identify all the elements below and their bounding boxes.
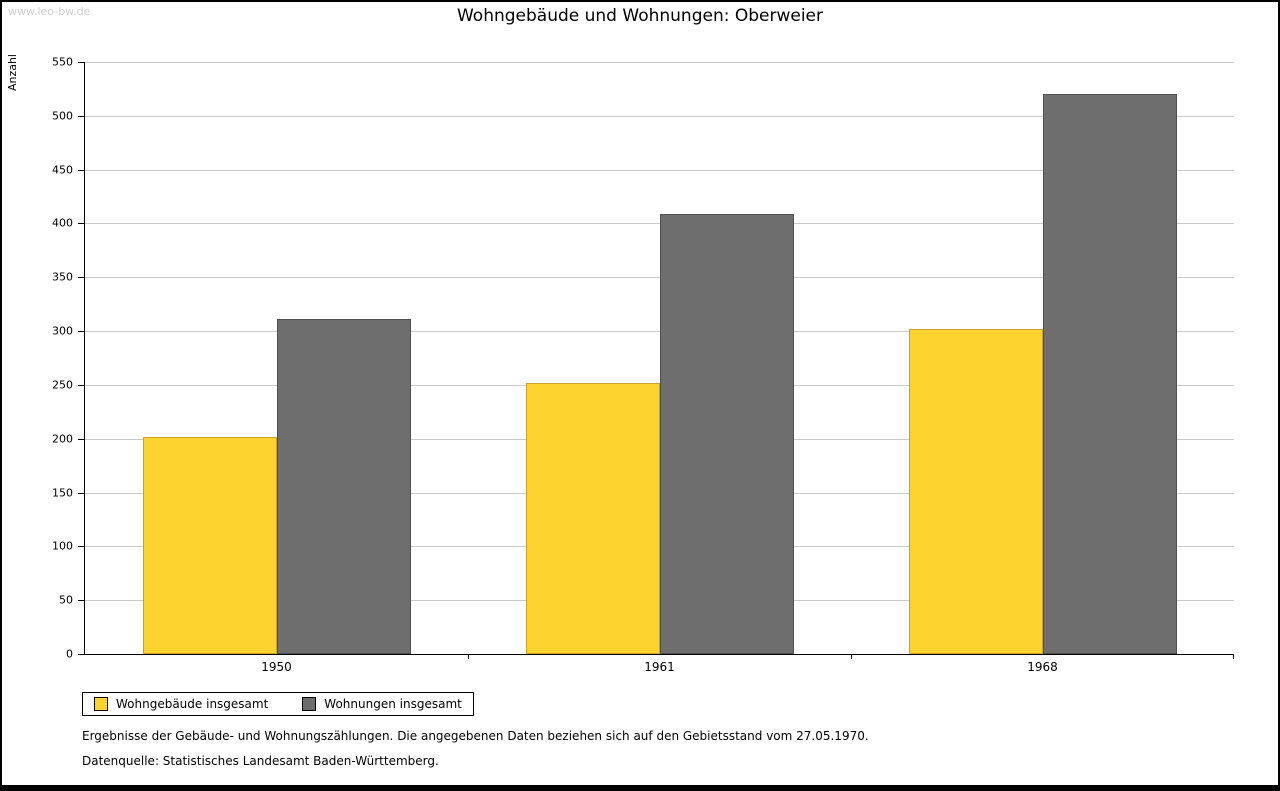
- y-tick-mark-300: [78, 331, 84, 333]
- y-tick-label-350: 350: [52, 270, 73, 284]
- legend-swatch-wohngeb-ude-insgesamt: [94, 697, 108, 711]
- y-tick-mark-500: [78, 115, 84, 117]
- legend-item-wohngeb-ude-insgesamt: Wohngebäude insgesamt: [94, 697, 268, 711]
- y-tick-label-300: 300: [52, 324, 73, 338]
- y-tick-mark-200: [78, 438, 84, 440]
- legend-label-wohnungen-insgesamt: Wohnungen insgesamt: [324, 697, 462, 711]
- y-tick-label-500: 500: [52, 109, 73, 123]
- bar-wohngeb-ude-insgesamt-1950: [142, 436, 277, 654]
- x-tick-label-1950: 1950: [261, 660, 292, 674]
- y-tick-mark-400: [78, 223, 84, 225]
- bar-wohngeb-ude-insgesamt-1968: [908, 328, 1043, 654]
- legend-label-wohngeb-ude-insgesamt: Wohngebäude insgesamt: [116, 697, 269, 711]
- gridline-500: [85, 115, 1234, 117]
- footer-note: Ergebnisse der Gebäude- und Wohnungszähl…: [82, 729, 869, 743]
- x-tick-label-1968: 1968: [1027, 660, 1058, 674]
- watermark-text: www.leo-bw.de: [8, 5, 91, 18]
- legend: Wohngebäude insgesamt Wohnungen insgesamt: [82, 692, 474, 716]
- y-tick-mark-250: [78, 384, 84, 386]
- y-tick-label-150: 150: [52, 486, 73, 500]
- x-tick-mark-2: [851, 655, 852, 659]
- y-axis: 0 50 100 150 200 250 300 350 400 450 500 550: [2, 56, 84, 661]
- x-tick-mark-1: [468, 655, 469, 659]
- y-tick-mark-350: [78, 277, 84, 279]
- y-tick-mark-450: [78, 169, 84, 171]
- y-tick-label-450: 450: [52, 163, 73, 177]
- gridline-550: [85, 62, 1234, 63]
- y-tick-label-0: 0: [66, 647, 73, 661]
- x-tick-mark-3: [1233, 655, 1234, 659]
- y-tick-label-200: 200: [52, 432, 73, 446]
- gridline-450: [85, 169, 1234, 171]
- y-tick-mark-0: [78, 654, 84, 655]
- y-tick-mark-550: [78, 62, 84, 63]
- plot-area: [84, 62, 1234, 655]
- y-tick-mark-150: [78, 492, 84, 494]
- y-tick-label-250: 250: [52, 378, 73, 392]
- legend-item-wohnungen-insgesamt: Wohnungen insgesamt: [302, 697, 462, 711]
- legend-swatch-wohnungen-insgesamt: [302, 697, 317, 711]
- bar-wohngeb-ude-insgesamt-1961: [525, 382, 660, 654]
- x-tick-label-1961: 1961: [644, 660, 675, 674]
- chart-title: Wohngebäude und Wohnungen: Oberweier: [456, 6, 823, 26]
- x-axis: 1950 1961 1968: [85, 655, 1234, 685]
- y-tick-mark-50: [78, 600, 84, 602]
- y-tick-label-100: 100: [52, 539, 73, 553]
- bar-wohnungen-insgesamt-1950: [276, 319, 411, 654]
- y-tick-mark-100: [78, 546, 84, 548]
- bar-wohnungen-insgesamt-1968: [1042, 94, 1177, 654]
- y-tick-label-400: 400: [52, 216, 73, 230]
- y-tick-label-550: 550: [52, 55, 73, 69]
- y-tick-label-50: 50: [59, 593, 73, 607]
- bar-wohnungen-insgesamt-1961: [659, 213, 794, 654]
- footer-source: Datenquelle: Statistisches Landesamt Bad…: [82, 754, 439, 768]
